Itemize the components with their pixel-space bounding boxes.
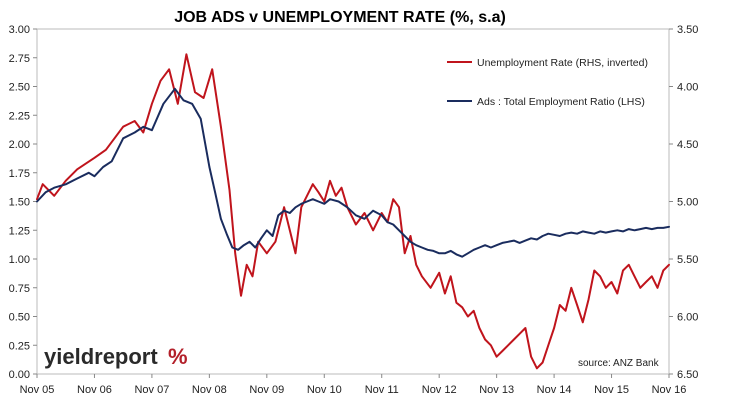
x-axis: Nov 05 Nov 06 Nov 07 Nov 08 Nov 09 Nov 10 Nov … [20, 374, 687, 396]
series-line-job-ads-ratio [36, 87, 670, 258]
y-left-tick-label: 2.75 [9, 53, 30, 65]
y-left-tick-label: 2.50 [9, 82, 30, 94]
y-right-tick-label: 5.00 [677, 197, 698, 209]
brand-logo: yieldreport % [44, 344, 188, 369]
y-left-tick-label: 0.75 [9, 283, 30, 295]
brand-name: yieldreport [44, 344, 158, 369]
y-left-tick-label: 1.75 [9, 168, 30, 180]
x-tick-label: Nov 13 [479, 384, 514, 396]
y-right-tick-label: 6.50 [677, 369, 698, 381]
y-left-tick-label: 1.25 [9, 225, 30, 237]
y-left-tick-label: 0.00 [9, 369, 30, 381]
y-left-tick-label: 1.00 [9, 254, 30, 266]
y-left-tick-label: 0.25 [9, 340, 30, 352]
legend-entry-ads: Ads : Total Employment Ratio (LHS) [447, 96, 645, 108]
series-line-unemployment-rate [36, 53, 670, 370]
x-tick-label: Nov 07 [134, 384, 169, 396]
y-right-tick-label: 6.00 [677, 312, 698, 324]
y-right-tick-label: 3.50 [677, 24, 698, 36]
y-left-tick-label: 2.25 [9, 110, 30, 122]
x-tick-label: Nov 11 [365, 384, 399, 396]
chart-title: JOB ADS v UNEMPLOYMENT RATE (%, s.a) [174, 9, 506, 26]
legend-label-ads: Ads : Total Employment Ratio (LHS) [477, 96, 645, 108]
y-right-tick-label: 4.50 [677, 139, 698, 151]
x-tick-label: Nov 05 [20, 384, 55, 396]
legend-entry-unemployment: Unemployment Rate (RHS, inverted) [447, 57, 648, 69]
y-right-tick-label: 4.00 [677, 82, 698, 94]
x-tick-label: Nov 15 [594, 384, 629, 396]
series-layer [36, 53, 670, 370]
plot-area-border [36, 28, 670, 375]
y-right-axis: 3.50 4.00 4.50 5.00 5.50 6.00 6.50 [669, 24, 698, 381]
x-tick-label: Nov 08 [192, 384, 227, 396]
legend: Unemployment Rate (RHS, inverted) Ads : … [447, 57, 648, 108]
x-tick-label: Nov 10 [307, 384, 342, 396]
y-left-tick-label: 3.00 [9, 24, 30, 36]
brand-symbol: % [168, 344, 188, 369]
y-right-tick-label: 5.50 [677, 254, 698, 266]
x-tick-label: Nov 06 [77, 384, 112, 396]
y-left-tick-label: 1.50 [9, 197, 30, 209]
x-tick-label: Nov 09 [249, 384, 284, 396]
y-left-tick-label: 0.50 [9, 312, 30, 324]
y-left-tick-label: 2.00 [9, 139, 30, 151]
legend-label-unemployment: Unemployment Rate (RHS, inverted) [477, 57, 648, 69]
y-left-axis: 0.00 0.25 0.50 0.75 1.00 1.25 1.50 1.75 2.00 2.25… [9, 24, 37, 381]
x-tick-label: Nov 14 [537, 384, 572, 396]
x-tick-label: Nov 16 [652, 384, 687, 396]
x-tick-label: Nov 12 [422, 384, 457, 396]
source-note: source: ANZ Bank [578, 358, 660, 369]
